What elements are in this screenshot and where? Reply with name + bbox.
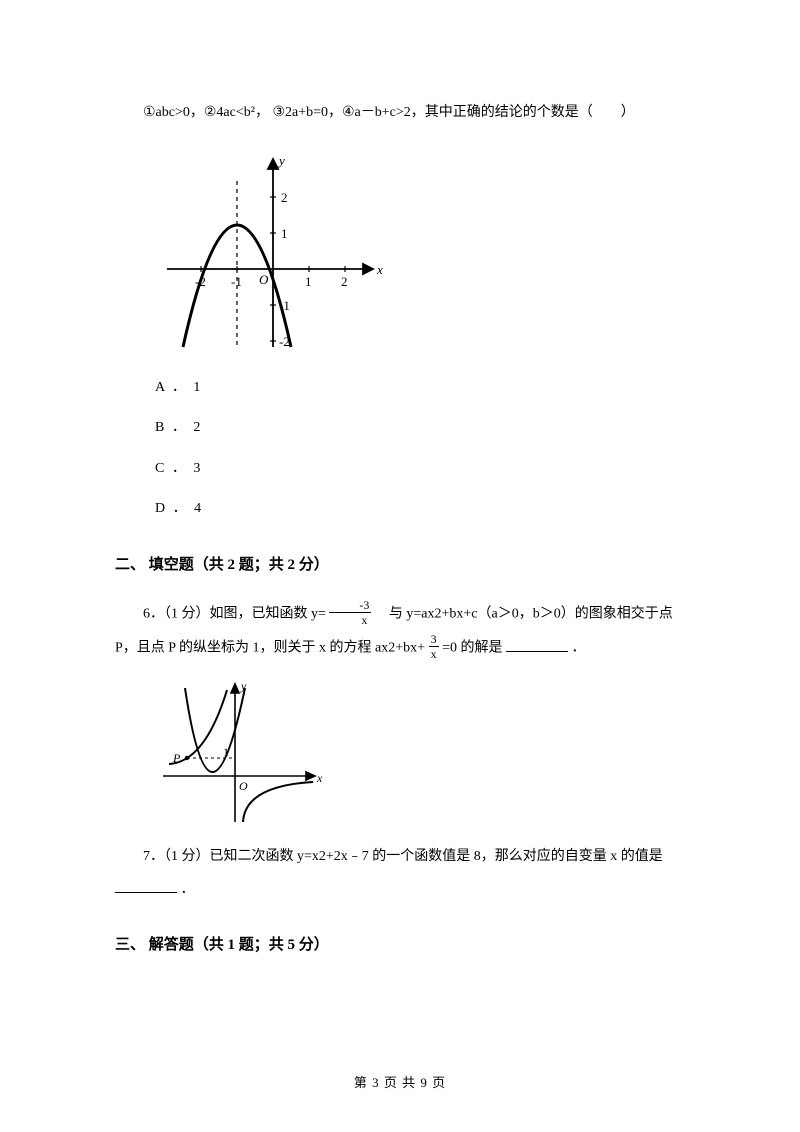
q7-blank	[115, 879, 177, 893]
q6-line2b: =0 的解是	[442, 641, 502, 656]
svg-text:-2: -2	[279, 334, 290, 349]
option-d: D ． 4	[155, 496, 685, 523]
q6-frac1-den: x	[329, 613, 371, 626]
page-content: ①abc>0，②4ac<b²， ③2a+b=0，④a－b+c>2，其中正确的结论…	[115, 100, 685, 960]
q6-frac1: -3 x	[329, 599, 371, 626]
q7-period: ．	[181, 882, 195, 897]
option-b: B ． 2	[155, 415, 685, 442]
svg-text:x: x	[316, 771, 323, 785]
q6-frac2-den: x	[429, 647, 439, 660]
svg-text:2: 2	[281, 190, 288, 205]
svg-text:-2: -2	[195, 274, 206, 289]
q6-line1: 6．（1 分）如图，已知函数 y= -3 x 与 y=ax2+bx+c（a＞0，…	[115, 601, 685, 628]
svg-text:1: 1	[281, 226, 288, 241]
y-axis-label: y	[277, 153, 285, 168]
q6-line2: P，且点 P 的纵坐标为 1，则关于 x 的方程 ax2+bx+ 3 x =0 …	[115, 635, 685, 662]
q6-frac1-num: -3	[329, 599, 371, 613]
q6-line2c: ．	[571, 641, 585, 656]
q6-line1a: 6．（1 分）如图，已知函数 y=	[143, 607, 329, 622]
svg-text:y: y	[240, 679, 247, 693]
q7-line2: ．	[115, 877, 685, 904]
option-c: C ． 3	[155, 456, 685, 483]
q5-stem: ①abc>0，②4ac<b²， ③2a+b=0，④a－b+c>2，其中正确的结论…	[115, 100, 685, 127]
svg-text:1: 1	[305, 274, 312, 289]
svg-text:O: O	[239, 779, 248, 793]
q5-graph: x y O -2 -1 1 2 1 2 -1 -2	[155, 151, 685, 351]
q6-line2a: P，且点 P 的纵坐标为 1，则关于 x 的方程 ax2+bx+	[115, 641, 429, 656]
section3-title: 三、 解答题（共 1 题；共 5 分）	[115, 931, 685, 960]
q6-blank	[506, 638, 568, 652]
svg-text:-1: -1	[279, 298, 290, 313]
x-axis-label: x	[376, 262, 383, 277]
q6-frac2-num: 3	[429, 633, 439, 647]
svg-text:1: 1	[223, 745, 229, 759]
svg-text:2: 2	[341, 274, 348, 289]
q6-line1b: 与 y=ax2+bx+c（a＞0，b＞0）的图象相交于点	[375, 607, 673, 622]
option-a: A ． 1	[155, 375, 685, 402]
parabola-svg: x y O -2 -1 1 2 1 2 -1 -2	[155, 151, 385, 351]
page-footer: 第 3 页 共 9 页	[0, 1071, 800, 1096]
section2-title: 二、 填空题（共 2 题；共 2 分）	[115, 551, 685, 580]
q6-svg: P 1 O x y	[155, 676, 325, 826]
q6-graph: P 1 O x y	[155, 676, 685, 826]
svg-text:P: P	[172, 751, 181, 765]
q7-line1: 7．（1 分）已知二次函数 y=x2+2x﹣7 的一个函数值是 8，那么对应的自…	[115, 844, 685, 871]
q6-frac2: 3 x	[429, 633, 439, 660]
svg-text:-1: -1	[231, 274, 242, 289]
origin-label: O	[259, 272, 269, 287]
